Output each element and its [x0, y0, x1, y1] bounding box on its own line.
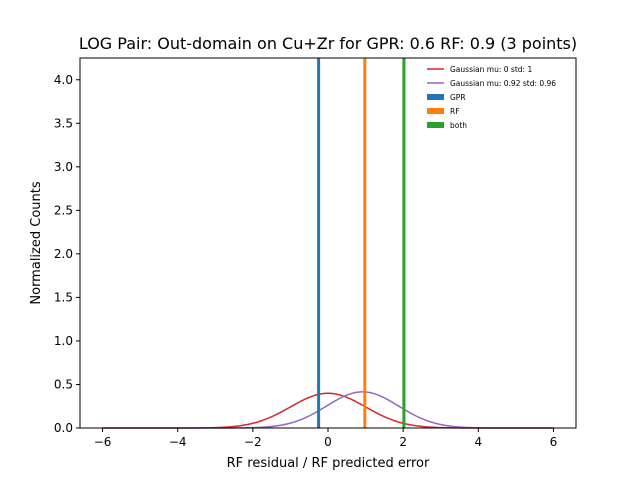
x-tick-label: 4 [474, 435, 482, 449]
y-tick-label: 0.5 [54, 377, 73, 391]
legend-label: both [450, 121, 467, 130]
y-tick-label: 1.5 [54, 290, 73, 304]
y-tick-label: 4.0 [54, 73, 73, 87]
legend-label: RF [450, 107, 460, 116]
x-tick-label: 6 [550, 435, 558, 449]
legend-label: Gaussian mu: 0 std: 1 [450, 65, 532, 74]
legend-swatch [427, 122, 444, 128]
y-tick-label: 3.5 [54, 116, 73, 130]
y-tick-label: 3.0 [54, 160, 73, 174]
legend: Gaussian mu: 0 std: 1 Gaussian mu: 0.92 s… [427, 65, 556, 130]
chart-title: LOG Pair: Out-domain on Cu+Zr for GPR: 0… [79, 34, 577, 53]
y-axis-label: Normalized Counts [29, 181, 44, 304]
legend-swatch [427, 94, 444, 100]
x-tick-label: −6 [94, 435, 112, 449]
y-tick-label: 2.0 [54, 247, 73, 261]
legend-label: Gaussian mu: 0.92 std: 0.96 [450, 79, 556, 88]
x-tick-label: −4 [169, 435, 187, 449]
legend-swatch [427, 108, 444, 114]
x-tick-label: 2 [399, 435, 407, 449]
x-axis-label: RF residual / RF predicted error [227, 456, 430, 471]
y-tick-label: 0.0 [54, 421, 73, 435]
axes: −6 −4 −2 0 2 4 6 0.0 0.5 1.0 1.5 2.0 2.5 3.0 3.5 4.0 [54, 73, 557, 449]
legend-label: GPR [450, 93, 466, 102]
x-tick-label: 0 [324, 435, 332, 449]
x-tick-label: −2 [244, 435, 262, 449]
y-tick-label: 2.5 [54, 203, 73, 217]
y-tick-label: 1.0 [54, 334, 73, 348]
